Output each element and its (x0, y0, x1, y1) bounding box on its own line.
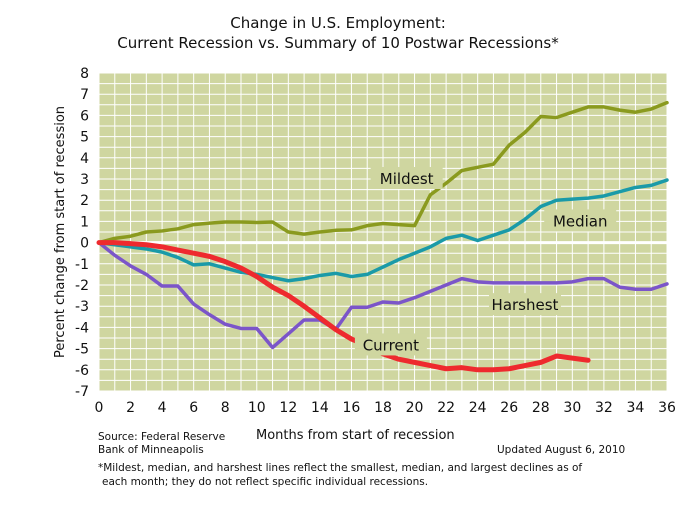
y-tick-label: 0 (80, 236, 89, 252)
series-label-bg (544, 209, 617, 232)
y-tick-label: 2 (80, 193, 89, 209)
y-tick-label: 1 (80, 214, 89, 230)
series-label-mildest: Mildest (380, 170, 434, 188)
y-tick-label: -7 (75, 384, 89, 400)
y-tick-label: -5 (75, 342, 89, 358)
x-tick-label: 32 (595, 400, 613, 416)
source-line-2: Bank of Minneapolis (98, 444, 204, 456)
y-tick-label: 8 (80, 66, 89, 82)
footnote-line-1: *Mildest, median, and harshest lines ref… (98, 462, 583, 474)
series-line-current (96, 240, 591, 373)
x-tick-label: 34 (627, 400, 645, 416)
x-tick-label: 10 (248, 400, 266, 416)
x-tick-label: 8 (221, 400, 230, 416)
series-label-bg (370, 167, 443, 189)
y-tick-label: -6 (75, 363, 89, 379)
footnote-line-2: each month; they do not reflect specific… (102, 476, 429, 488)
x-axis-label: Months from start of recession (256, 428, 455, 443)
y-tick-label: -3 (75, 299, 89, 315)
x-tick-label: 0 (95, 400, 104, 416)
y-tick-label: 3 (80, 172, 89, 188)
series-label-harshest: Harshest (492, 296, 559, 314)
x-tick-label: 12 (279, 400, 297, 416)
x-tick-label: 20 (406, 400, 424, 416)
y-tick-label: 7 (80, 87, 89, 103)
series-line-harshest (97, 240, 669, 350)
y-tick-label: -1 (75, 257, 89, 273)
x-tick-label: 24 (469, 400, 487, 416)
x-tick-label: 26 (500, 400, 518, 416)
series-label-current: Current (363, 336, 419, 354)
series-line-mildest (97, 100, 669, 245)
series-label-bg (354, 333, 427, 356)
x-tick-label: 28 (532, 400, 550, 416)
y-tick-label: 5 (80, 130, 89, 146)
updated-date: Updated August 6, 2010 (497, 444, 626, 456)
x-tick-label: 6 (189, 400, 198, 416)
y-tick-label: -4 (75, 320, 89, 336)
y-tick-label: 6 (80, 108, 89, 124)
x-tick-label: 30 (563, 400, 581, 416)
x-tick-label: 2 (126, 400, 135, 416)
x-tick-label: 18 (374, 400, 392, 416)
series-label-bg (489, 293, 561, 316)
x-tick-label: 14 (311, 400, 329, 416)
chart-subtitle: Current Recession vs. Summary of 10 Post… (117, 34, 559, 52)
x-tick-label: 4 (158, 400, 167, 416)
x-tick-label: 22 (437, 400, 455, 416)
x-tick-label: 36 (658, 400, 676, 416)
y-tick-label: 4 (80, 151, 89, 167)
y-tick-label: -2 (75, 278, 89, 294)
chart-title: Change in U.S. Employment: (230, 14, 446, 32)
series-label-median: Median (553, 212, 608, 230)
y-axis-label: Percent change from start of recession (53, 106, 68, 358)
x-tick-label: 16 (343, 400, 361, 416)
series-line-median (97, 178, 669, 283)
source-line-1: Source: Federal Reserve (98, 431, 226, 443)
